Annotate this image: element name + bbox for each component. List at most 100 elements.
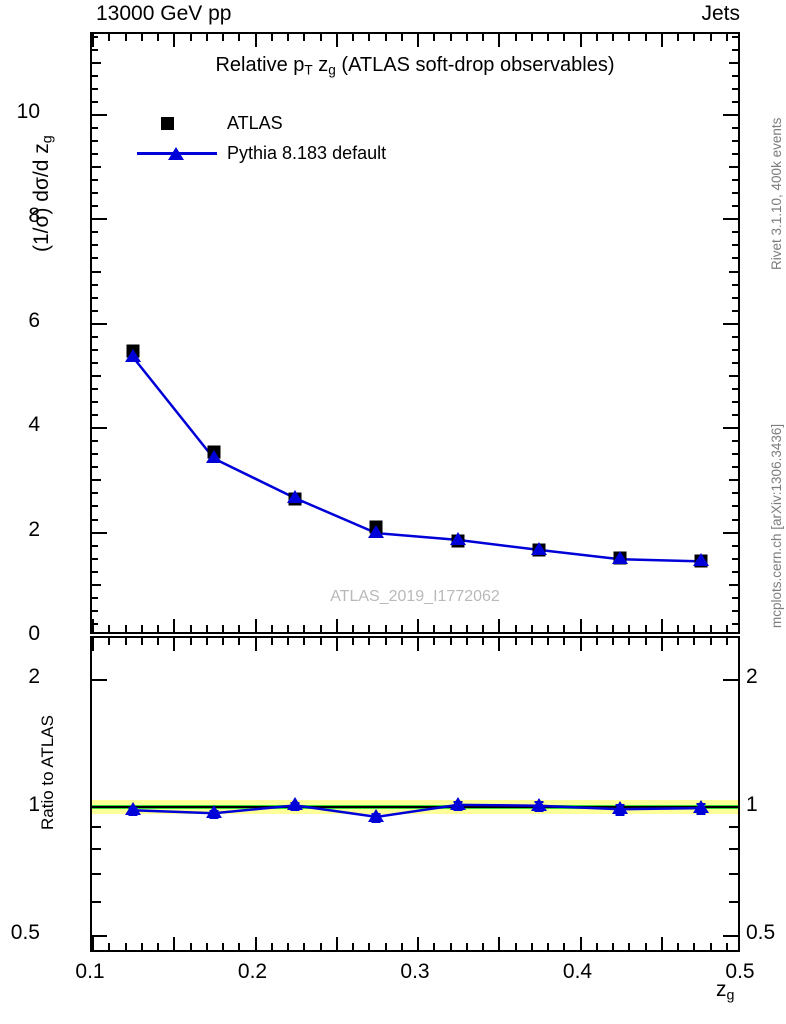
- y-tick-label-ratio: 2: [28, 665, 40, 689]
- x-tick: [92, 34, 94, 47]
- y-tick-label-ratio: 1: [28, 792, 40, 816]
- y-tick: [92, 166, 101, 169]
- ratio-errorbar-cap: [453, 809, 463, 812]
- data-marker-pythia: [449, 531, 466, 545]
- x-tick: [433, 625, 436, 632]
- y-tick: [92, 531, 107, 534]
- x-tick: [319, 625, 322, 632]
- x-tick: [400, 625, 403, 632]
- x-tick-label: 0.3: [400, 960, 430, 983]
- y-tick-ratio: [729, 872, 738, 875]
- y-tick: [732, 609, 738, 612]
- ratio-reference-line: [92, 805, 738, 808]
- x-tick: [140, 34, 143, 41]
- y-tick-ratio: [92, 900, 101, 903]
- data-marker-pythia: [205, 450, 222, 464]
- x-tick: [287, 34, 289, 41]
- x-tick: [352, 34, 354, 41]
- x-tick: [498, 638, 501, 651]
- x-tick: [205, 638, 208, 645]
- ratio-marker-pythia: [287, 797, 304, 811]
- y-tick: [732, 283, 738, 286]
- y-axis-title-main-text: (1/σ) dσ/d z: [30, 143, 53, 252]
- x-tick: [92, 638, 94, 651]
- x-tick: [303, 625, 306, 632]
- x-tick-label: 0.5: [725, 960, 755, 983]
- x-tick: [498, 619, 501, 632]
- y-tick: [732, 139, 738, 142]
- x-tick: [270, 34, 273, 41]
- x-tick: [189, 625, 192, 632]
- x-tick: [270, 943, 273, 950]
- x-tick: [514, 638, 517, 645]
- y-tick: [92, 100, 98, 103]
- x-tick: [222, 625, 224, 632]
- y-tick: [92, 622, 98, 625]
- x-tick: [530, 943, 533, 950]
- y-tick: [732, 557, 738, 560]
- x-tick: [254, 34, 257, 47]
- x-tick: [417, 937, 419, 950]
- x-tick: [270, 638, 273, 645]
- y-tick: [92, 414, 98, 417]
- y-tick-label-ratio: 0.5: [10, 920, 40, 944]
- x-tick: [173, 34, 176, 47]
- x-tick: [433, 638, 436, 645]
- x-tick: [725, 34, 728, 41]
- x-tick: [579, 34, 582, 47]
- legend-item-atlas[interactable]: ATLAS: [133, 108, 386, 138]
- ratio-marker-pythia: [124, 802, 141, 816]
- x-tick: [709, 625, 712, 632]
- x-tick: [693, 943, 696, 950]
- ratio-marker-pythia: [530, 797, 547, 811]
- x-tick: [498, 34, 501, 47]
- x-tick: [725, 638, 728, 645]
- x-tick: [660, 638, 663, 651]
- x-tick-label: 0.4: [562, 960, 593, 983]
- x-tick: [238, 638, 241, 645]
- x-tick-label: 0.2: [237, 960, 268, 983]
- y-tick: [723, 322, 738, 325]
- x-tick: [368, 34, 371, 41]
- y-tick: [723, 531, 738, 534]
- x-tick: [644, 625, 647, 632]
- ratio-errorbar-cap: [534, 810, 544, 813]
- x-axis-title-text: z: [716, 978, 727, 1001]
- plot-title: Relative pT zg (ATLAS soft-drop observab…: [90, 54, 740, 77]
- y-tick-ratio: [92, 826, 101, 829]
- y-tick: [732, 309, 738, 312]
- x-tick: [368, 625, 371, 632]
- data-marker-pythia: [368, 525, 385, 539]
- x-tick: [612, 34, 614, 41]
- x-tick: [189, 638, 192, 645]
- y-tick: [92, 453, 98, 456]
- x-tick: [482, 34, 484, 41]
- ratio-marker-pythia: [449, 796, 466, 810]
- y-tick-label-ratio-right: 1: [746, 792, 758, 816]
- x-tick: [92, 619, 94, 632]
- y-tick: [732, 231, 738, 234]
- x-tick: [124, 943, 127, 950]
- x-tick: [189, 943, 192, 950]
- x-tick: [384, 638, 387, 645]
- x-tick: [140, 638, 143, 645]
- ratio-marker-pythia: [612, 801, 629, 815]
- x-tick: [335, 937, 338, 950]
- x-tick: [238, 625, 241, 632]
- x-tick: [628, 34, 631, 41]
- y-tick-ratio: [92, 847, 101, 850]
- x-tick: [628, 625, 631, 632]
- x-tick: [644, 638, 647, 645]
- y-tick-label-main: 2: [28, 517, 40, 541]
- legend-item-pythia[interactable]: Pythia 8.183 default: [133, 138, 386, 168]
- y-tick: [92, 387, 98, 390]
- x-tick: [384, 34, 387, 41]
- x-tick: [384, 943, 387, 950]
- main-plot-panel: [90, 32, 740, 634]
- y-tick: [732, 244, 738, 247]
- x-tick: [157, 625, 159, 632]
- x-tick: [644, 34, 647, 41]
- x-tick: [238, 34, 241, 41]
- y-tick-label-main: 8: [28, 204, 40, 228]
- y-tick-label-main: 4: [28, 413, 40, 437]
